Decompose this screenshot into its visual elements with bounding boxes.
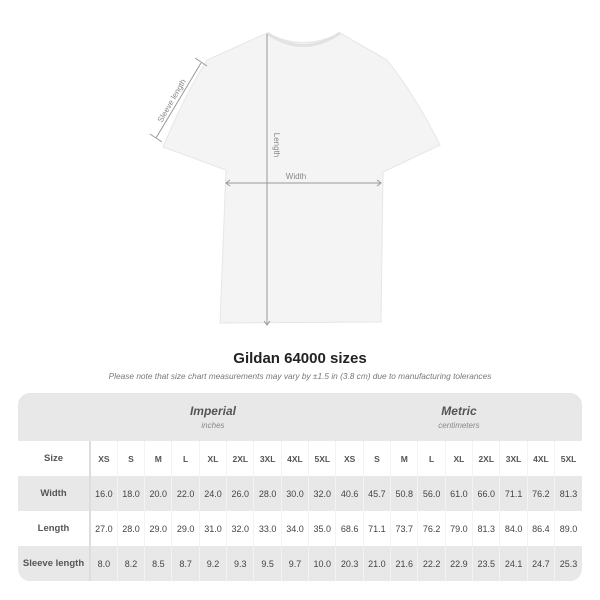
table-cell: 86.4 xyxy=(526,511,555,546)
width-label: Width xyxy=(286,172,306,181)
row-label: Size xyxy=(18,441,91,476)
table-cell: 26.0 xyxy=(226,476,254,511)
table-cell: 71.1 xyxy=(362,511,391,546)
size-header-cell: M xyxy=(144,441,172,476)
table-cell: 8.2 xyxy=(116,546,145,581)
table-cell: 71.1 xyxy=(499,476,528,511)
size-header-cell: XS xyxy=(335,441,364,476)
size-header-cell: XS xyxy=(89,441,118,476)
table-cell: 20.3 xyxy=(335,546,364,581)
table-row: Size XS S M L XL 2XL 3XL 4XL 5XL XS S M L XL 2XL 3XL 4XL 5… xyxy=(18,441,582,476)
size-header-cell: 2XL xyxy=(472,441,500,476)
metric-header: Metric centimeters xyxy=(336,393,582,441)
size-header-cell: 5XL xyxy=(308,441,336,476)
size-header-cell: L xyxy=(171,441,200,476)
table-cell: 34.0 xyxy=(280,511,309,546)
table-cell: 73.7 xyxy=(390,511,418,546)
table-cell: 45.7 xyxy=(362,476,391,511)
table-cell: 30.0 xyxy=(280,476,309,511)
table-cell: 9.2 xyxy=(198,546,227,581)
table-cell: 31.0 xyxy=(198,511,227,546)
table-cell: 22.2 xyxy=(417,546,446,581)
tshirt-diagram: Sleeve length Length Width xyxy=(149,31,441,326)
metric-label: Metric xyxy=(441,404,477,418)
table-cell: 81.3 xyxy=(554,476,582,511)
size-header-cell: 5XL xyxy=(554,441,582,476)
table-cell: 20.0 xyxy=(144,476,172,511)
chart-title: Gildan 64000 sizes xyxy=(233,350,367,367)
table-cell: 18.0 xyxy=(116,476,145,511)
table-cell: 24.0 xyxy=(198,476,227,511)
tolerance-note: Please note that size chart measurements… xyxy=(108,371,492,381)
row-label: Width xyxy=(18,476,91,511)
table-cell: 56.0 xyxy=(417,476,446,511)
table-cell: 68.6 xyxy=(335,511,364,546)
size-header-cell: S xyxy=(362,441,391,476)
size-header-cell: L xyxy=(417,441,446,476)
imperial-header: Imperial inches xyxy=(90,393,336,441)
table-cell: 8.5 xyxy=(144,546,172,581)
table-cell: 23.5 xyxy=(472,546,500,581)
tshirt-image xyxy=(162,32,441,324)
size-header-cell: M xyxy=(390,441,418,476)
table-cell: 40.6 xyxy=(335,476,364,511)
table-cell: 28.0 xyxy=(253,476,282,511)
table-cell: 76.2 xyxy=(526,476,555,511)
table-cell: 61.0 xyxy=(444,476,473,511)
table-cell: 81.3 xyxy=(472,511,500,546)
table-cell: 8.7 xyxy=(171,546,200,581)
imperial-unit: inches xyxy=(201,421,225,430)
size-table: Imperial inches Metric centimeters Size XS S M L… xyxy=(18,393,582,581)
table-cell: 76.2 xyxy=(417,511,446,546)
table-row: Sleeve length 8.0 8.2 8.5 8.7 9.2 9.3 9.5 9.7 10.… xyxy=(18,546,582,581)
imperial-label: Imperial xyxy=(189,404,236,418)
row-label: Sleeve length xyxy=(18,546,91,581)
table-cell: 22.0 xyxy=(171,476,200,511)
table-cell: 27.0 xyxy=(89,511,118,546)
size-header-cell: 3XL xyxy=(499,441,528,476)
table-cell: 32.0 xyxy=(226,511,254,546)
table-cell: 32.0 xyxy=(308,476,336,511)
table-cell: 8.0 xyxy=(89,546,118,581)
size-header-cell: 2XL xyxy=(226,441,254,476)
table-cell: 25.3 xyxy=(554,546,582,581)
metric-unit: centimeters xyxy=(438,421,480,430)
table-cell: 33.0 xyxy=(253,511,282,546)
table-cell: 79.0 xyxy=(444,511,473,546)
table-row: Width 16.0 18.0 20.0 22.0 24.0 26.0 28.0 30.0 32.… xyxy=(18,476,582,511)
table-cell: 9.3 xyxy=(226,546,254,581)
unit-header-row: Imperial inches Metric centimeters xyxy=(18,393,582,441)
size-header-cell: 3XL xyxy=(253,441,282,476)
table-cell: 50.8 xyxy=(390,476,418,511)
size-header-cell: S xyxy=(116,441,145,476)
table-cell: 21.0 xyxy=(362,546,391,581)
table-cell: 29.0 xyxy=(144,511,172,546)
table-cell: 21.6 xyxy=(390,546,418,581)
table-row: Length 27.0 28.0 29.0 29.0 31.0 32.0 33.0 34.0 35… xyxy=(18,511,582,546)
table-cell: 84.0 xyxy=(499,511,528,546)
table-cell: 24.1 xyxy=(499,546,528,581)
table-cell: 22.9 xyxy=(444,546,473,581)
table-cell: 9.7 xyxy=(280,546,309,581)
table-cell: 89.0 xyxy=(554,511,582,546)
table-cell: 10.0 xyxy=(308,546,336,581)
row-label: Length xyxy=(18,511,91,546)
size-header-cell: 4XL xyxy=(280,441,309,476)
size-header-cell: 4XL xyxy=(526,441,555,476)
table-cell: 16.0 xyxy=(89,476,118,511)
size-header-cell: XL xyxy=(198,441,227,476)
table-cell: 28.0 xyxy=(116,511,145,546)
size-header-cell: XL xyxy=(444,441,473,476)
sleeve-measure-line xyxy=(155,62,202,139)
table-cell: 9.5 xyxy=(253,546,282,581)
table-cell: 66.0 xyxy=(472,476,500,511)
table-cell: 29.0 xyxy=(171,511,200,546)
length-label: Length xyxy=(272,133,281,157)
table-cell: 35.0 xyxy=(308,511,336,546)
table-cell: 24.7 xyxy=(526,546,555,581)
